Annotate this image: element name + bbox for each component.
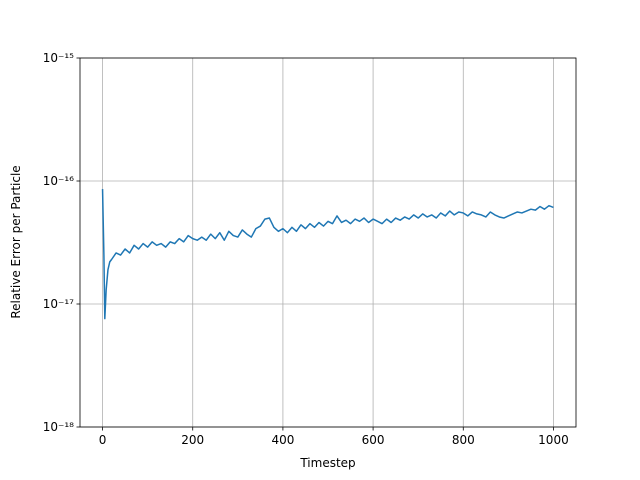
y-tick-label: 10⁻¹⁸ [43,420,74,434]
y-tick-label: 10⁻¹⁶ [43,174,74,188]
y-tick-label: 10⁻¹⁵ [43,51,74,65]
x-tick-label: 200 [181,433,204,447]
x-tick-label: 600 [362,433,385,447]
x-tick-label: 0 [99,433,107,447]
x-tick-label: 800 [452,433,475,447]
y-axis-label: Relative Error per Particle [9,165,23,318]
data-line [101,189,554,320]
x-tick-label: 1000 [538,433,569,447]
x-tick-label: 400 [271,433,294,447]
y-tick-label: 10⁻¹⁷ [43,297,74,311]
plot-frame [79,57,577,428]
x-axis-label: Timestep [299,456,355,470]
